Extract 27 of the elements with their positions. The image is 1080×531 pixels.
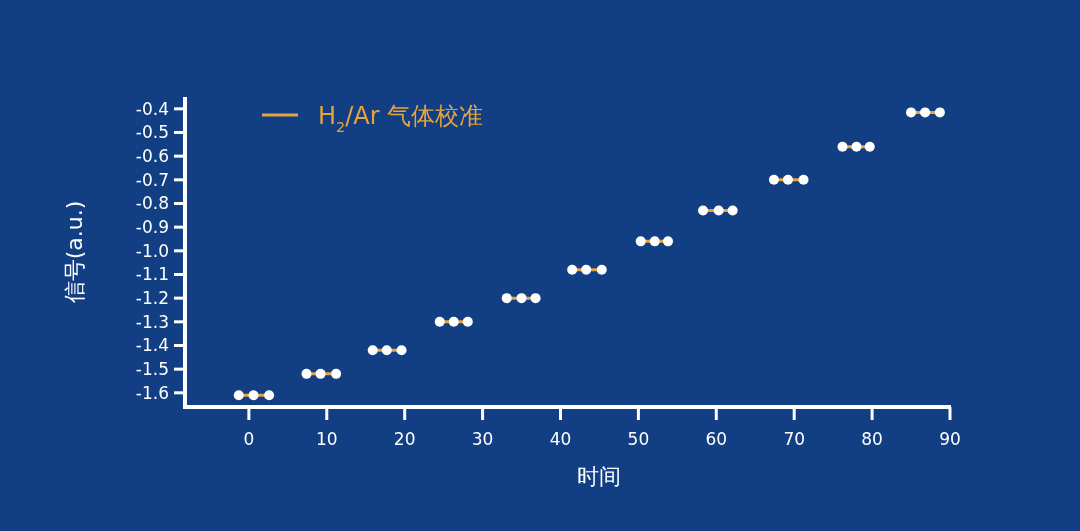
x-tick-label: 70	[783, 429, 806, 449]
y-tick-label: -0.8	[135, 193, 169, 214]
y-tick-label: -0.9	[135, 217, 169, 238]
y-tick-label: -1.4	[135, 335, 169, 356]
y-axis-title: 信号(a.u.)	[62, 200, 87, 304]
y-tick-label: -1.5	[135, 359, 169, 380]
y-tick-label: -0.4	[135, 98, 169, 119]
y-tick-label: -1.3	[135, 311, 169, 332]
x-tick-label: 20	[393, 429, 416, 449]
y-tick-label: -0.7	[135, 169, 169, 190]
x-tick-label: 0	[243, 429, 255, 449]
y-tick-label: -1.6	[135, 382, 169, 403]
legend-label: H$_{2}$/Ar 气体校准	[318, 102, 484, 135]
y-tick-label: -0.5	[135, 122, 169, 143]
legend: H$_{2}$/Ar 气体校准	[262, 102, 484, 135]
y-tick-label: -1.1	[135, 264, 169, 285]
y-tick-label: -0.6	[135, 146, 169, 167]
y-tick-label: -1.0	[135, 240, 169, 261]
x-tick-label: 60	[705, 429, 728, 449]
x-tick-label: 40	[549, 429, 572, 449]
x-axis-title: 时间	[577, 464, 622, 489]
x-tick-label: 90	[939, 429, 961, 449]
x-tick-label: 80	[861, 429, 883, 449]
y-tick-label: -1.2	[135, 288, 169, 309]
x-tick-label: 10	[315, 429, 338, 449]
x-tick-label: 30	[471, 429, 494, 449]
x-tick-label: 50	[627, 429, 650, 449]
